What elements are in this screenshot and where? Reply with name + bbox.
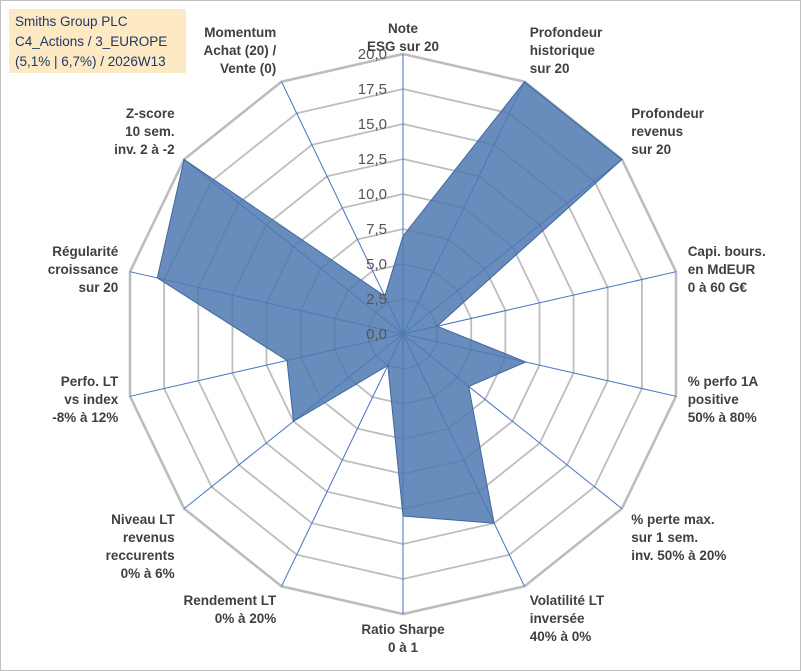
axis-label-line: Note — [388, 21, 418, 36]
axis-label-line: inv. 2 à -2 — [114, 142, 175, 157]
axis-label-line: Perfo. LT — [61, 374, 119, 389]
axis-label: Niveau LT revenus reccurents 0% à 6% — [106, 512, 176, 581]
data-point — [286, 360, 288, 361]
tick-label: 2,5 — [366, 291, 387, 308]
data-point — [402, 235, 404, 237]
tick-label: 7,5 — [366, 221, 387, 238]
data-point — [525, 361, 527, 363]
axis-label-line: ESG sur 20 — [367, 39, 439, 54]
axis-label-line: Momentum — [204, 25, 276, 40]
axis-label: Volatilité LT inversée 40% à 0% — [530, 593, 605, 644]
tick-label: 15,0 — [358, 116, 387, 133]
tick-label: 5,0 — [366, 256, 387, 273]
axis-label: Z-score 10 sem. inv. 2 à -2 — [114, 106, 175, 157]
axis-label-line: Régularité — [52, 244, 119, 259]
tick-label: 20,0 — [358, 46, 387, 63]
data-point — [156, 277, 158, 279]
axis-label-line: Rendement LT — [184, 593, 278, 608]
axis-label-line: 50% à 80% — [688, 410, 757, 425]
axis-label: Momentum Achat (20) / Vente (0) — [204, 25, 277, 76]
data-point — [387, 365, 389, 366]
data-point — [524, 81, 525, 83]
axis-label-line: vs index — [64, 392, 119, 407]
axis-label-line: 0 à 1 — [388, 640, 419, 655]
axis-label-line: -8% à 12% — [52, 410, 118, 425]
axis-label: Profondeur historique sur 20 — [530, 25, 603, 76]
axis-label-line: sur 20 — [79, 280, 119, 295]
data-point — [384, 295, 386, 297]
axis-label-line: Profondeur — [530, 25, 603, 40]
axis-label-line: sur 20 — [631, 142, 671, 157]
axis-label: Perfo. LT vs index -8% à 12% — [52, 374, 119, 425]
title-line-category: C4_Actions / 3_EUROPE — [15, 34, 168, 49]
series-area — [156, 80, 623, 524]
axis-label-line: % perte max. — [631, 512, 714, 527]
axis-label-line: 0% à 6% — [121, 566, 175, 581]
axis-label-line: Profondeur — [631, 106, 704, 121]
axis-spoke — [402, 271, 677, 335]
axis-label-line: Ratio Sharpe — [361, 622, 445, 637]
axis-label-line: sur 1 sem. — [631, 530, 698, 545]
axis-label-line: 10 sem. — [125, 124, 175, 139]
axis-label: Régularité croissance sur 20 — [48, 244, 119, 295]
data-point — [493, 522, 495, 524]
axis-label-line: historique — [530, 43, 596, 58]
data-point — [436, 325, 438, 327]
axis-label: % perfo 1A positive 50% à 80% — [688, 374, 759, 425]
tick-label: 10,0 — [358, 186, 387, 203]
radar-axis-labels: Note ESG sur 20 Profondeur historique sur 20… — [48, 21, 766, 655]
axis-label-line: revenus — [631, 124, 683, 139]
radar-series — [156, 80, 623, 524]
axis-label-line: inv. 50% à 20% — [631, 548, 726, 563]
axis-label-line: Capi. bours. — [688, 244, 766, 259]
axis-label-line: Achat (20) / — [204, 43, 277, 58]
axis-label-line: % perfo 1A — [688, 374, 759, 389]
data-point — [183, 158, 185, 160]
axis-label-line: Z-score — [126, 106, 175, 121]
tick-label: 17,5 — [358, 81, 387, 98]
axis-label-line: Volatilité LT — [530, 593, 605, 608]
data-point — [293, 420, 294, 422]
axis-label: Ratio Sharpe 0 à 1 — [361, 622, 445, 655]
axis-label: % perte max. sur 1 sem. inv. 50% à 20% — [631, 512, 726, 563]
data-point — [621, 158, 623, 160]
axis-label-line: Vente (0) — [220, 61, 276, 76]
axis-label: Note ESG sur 20 — [367, 21, 439, 54]
axis-label-line: revenus — [123, 530, 175, 545]
axis-spoke — [281, 333, 404, 587]
data-point — [402, 515, 404, 517]
axis-label: Profondeur revenus sur 20 — [631, 106, 704, 157]
axis-label: Rendement LT 0% à 20% — [184, 593, 278, 626]
axis-label-line: sur 20 — [530, 61, 570, 76]
axis-label-line: positive — [688, 392, 740, 407]
axis-spoke — [281, 81, 404, 335]
title-line-company: Smiths Group PLC — [15, 14, 128, 29]
axis-label-line: 0 à 60 G€ — [688, 280, 748, 295]
data-point — [468, 385, 470, 387]
title-line-period: (5,1% | 6,7%) / 2026W13 — [15, 54, 166, 69]
axis-label: Capi. bours. en MdEUR 0 à 60 G€ — [688, 244, 766, 295]
tick-label: 12,5 — [358, 151, 387, 168]
axis-label-line: reccurents — [106, 548, 175, 563]
tick-label: 0,0 — [366, 326, 387, 343]
axis-label-line: 0% à 20% — [215, 611, 277, 626]
axis-label-line: croissance — [48, 262, 119, 277]
axis-label-line: en MdEUR — [688, 262, 756, 277]
chart-title-box: Smiths Group PLC C4_Actions / 3_EUROPE (… — [9, 9, 186, 73]
radar-tick-labels: 0,0 2,5 5,0 7,5 10,0 12,5 15,0 17,5 20,0 — [358, 46, 387, 343]
axis-label-line: Niveau LT — [111, 512, 175, 527]
axis-label-line: inversée — [530, 611, 585, 626]
axis-label-line: 40% à 0% — [530, 629, 592, 644]
